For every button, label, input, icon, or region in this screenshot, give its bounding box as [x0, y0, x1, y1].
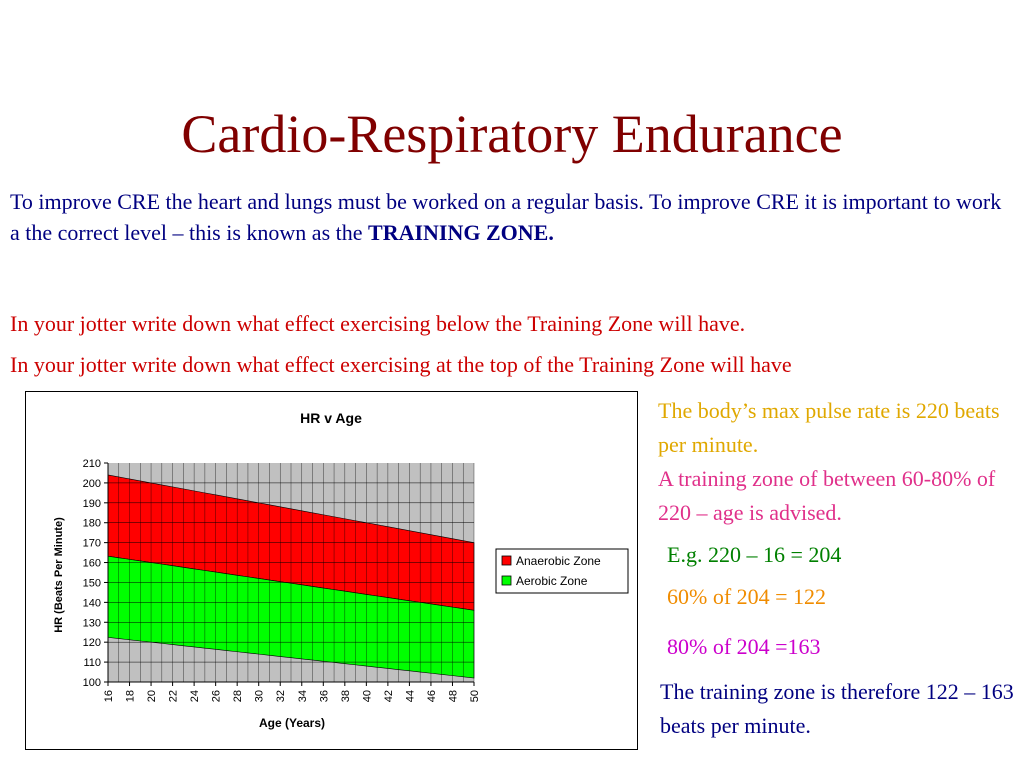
y-tick-label: 170 [83, 538, 101, 550]
slide-title: Cardio-Respiratory Endurance [181, 104, 843, 164]
x-tick-label: 34 [297, 690, 309, 702]
x-tick-label: 42 [383, 690, 395, 702]
x-tick-label: 18 [125, 690, 137, 702]
y-axis-label: HR (Beats Per Minute) [53, 517, 65, 633]
x-tick-label: 44 [404, 690, 416, 702]
plot-area [107, 463, 475, 682]
x-tick-label: 32 [275, 690, 287, 702]
question-below-zone: In your jotter write down what effect ex… [10, 311, 746, 336]
y-tick-label: 110 [83, 657, 101, 669]
x-tick-label: 48 [447, 690, 459, 702]
x-tick-label: 20 [146, 690, 158, 702]
y-tick-label: 140 [83, 597, 101, 609]
y-tick-label: 130 [83, 617, 101, 629]
training-zone-conclusion: The training zone is therefore 122 – 163… [660, 679, 1014, 738]
chart-title: HR v Age [300, 410, 362, 426]
example-calculation: E.g. 220 – 16 = 204 [667, 542, 842, 567]
chart-axes: 100 110 120 130 140 150 160 170 180 190 200 210 16 18… [83, 458, 481, 702]
x-axis-label: Age (Years) [259, 716, 325, 730]
legend-label-aerobic-zone: Aerobic Zone [516, 574, 588, 588]
chart-legend: Anaerobic Zone Aerobic Zone [495, 548, 629, 594]
y-tick-label: 180 [83, 518, 101, 530]
y-tick-label: 150 [83, 577, 101, 589]
x-tick-label: 16 [103, 690, 115, 702]
intro-text: To improve CRE the heart and lungs must … [10, 189, 1002, 245]
legend-swatch-aerobic-zone [501, 575, 512, 586]
training-zone-note: A training zone of between 60-80% of 220… [658, 466, 996, 525]
y-tick-label: 200 [83, 478, 101, 490]
hr-age-chart: HR v Age 100 110 120 130 140 150 160 170 180 190 2… [25, 391, 638, 750]
x-tick-label: 30 [254, 690, 266, 702]
question-top-zone: In your jotter write down what effect ex… [10, 352, 792, 377]
x-tick-label: 22 [168, 690, 180, 702]
chart-canvas: HR v Age 100 110 120 130 140 150 160 170 180 190 2… [53, 410, 629, 730]
training-zone-emphasis: TRAINING ZONE. [368, 220, 554, 245]
max-pulse-note: The body’s max pulse rate is 220 beats p… [658, 398, 1000, 457]
y-tick-label: 190 [83, 498, 101, 510]
x-tick-label: 50 [469, 690, 481, 702]
x-tick-label: 28 [232, 690, 244, 702]
x-tick-label: 38 [340, 690, 352, 702]
intro-paragraph: To improve CRE the heart and lungs must … [10, 186, 1010, 248]
y-tick-label: 210 [83, 458, 101, 470]
y-tick-label: 100 [83, 677, 101, 689]
x-tick-label: 36 [318, 690, 330, 702]
x-tick-label: 26 [211, 690, 223, 702]
sixty-percent-calculation: 60% of 204 = 122 [667, 584, 827, 609]
x-tick-label: 40 [361, 690, 373, 702]
legend-label-anaerobic-zone: Anaerobic Zone [516, 554, 601, 568]
legend-box [495, 548, 629, 594]
legend-swatch-anaerobic-zone [501, 555, 512, 566]
y-tick-label: 120 [83, 637, 101, 649]
x-tick-label: 24 [189, 690, 201, 702]
x-tick-label: 46 [426, 690, 438, 702]
y-tick-label: 160 [83, 558, 101, 570]
eighty-percent-calculation: 80% of 204 =163 [667, 634, 821, 659]
